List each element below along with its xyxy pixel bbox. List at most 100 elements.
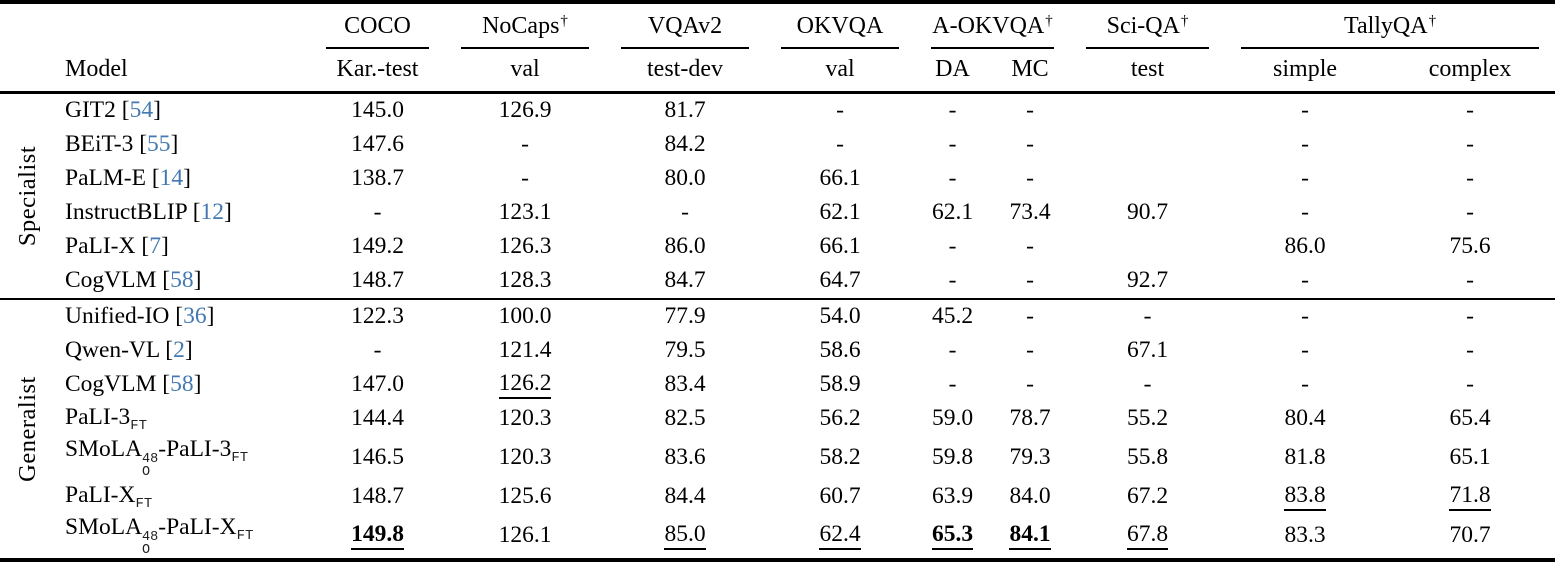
score-value: 100.0 [498,303,552,329]
score-cell: 62.1 [915,196,990,230]
group-header-rule: COCO [326,13,429,49]
score-value: 73.4 [1009,199,1051,225]
header-group-row: COCO NoCaps† VQAv2 OKVQA A-OKVQA† Sci-QA† Tall… [0,2,1555,49]
score-value: - [1026,165,1034,191]
score-cell: 73.4 [990,196,1070,230]
model-name-cell: GIT2 [54] [65,97,161,123]
score-value: 121.4 [498,337,552,363]
score-value: 126.3 [498,233,552,259]
citation-link[interactable]: 36 [183,303,207,329]
score-value: 54.0 [819,303,861,329]
score-cell: - [1225,128,1385,162]
score-cell: - [915,230,990,264]
score-value: - [1026,371,1034,397]
group-header-rule: TallyQA† [1241,13,1540,49]
score-value: - [1026,267,1034,293]
score-value: 83.4 [664,371,706,397]
score-cell: 149.2 [310,230,445,264]
score-value: 126.1 [498,522,552,548]
score-cell: 84.0 [990,480,1070,514]
score-cell: 126.2 [445,368,605,402]
score-value: - [948,233,957,259]
score-value: - [1026,131,1034,157]
section-label-cell: Generalist [0,297,55,560]
citation-link[interactable]: 14 [159,165,184,191]
score-cell: 123.1 [445,196,605,230]
subcol-header-val: val [825,55,855,82]
group-header-label: OKVQA [796,13,884,39]
score-cell: 66.1 [765,230,915,264]
score-value: 83.6 [664,444,706,470]
group-header-label: Sci-QA [1106,13,1180,39]
section-label-cell: Specialist [0,92,55,299]
score-cell: 83.3 [1225,514,1385,560]
score-cell: 59.8 [915,436,990,480]
score-value: - [836,131,844,157]
score-cell: 58.6 [765,334,915,368]
table-header: COCO NoCaps† VQAv2 OKVQA A-OKVQA† Sci-QA† Tall… [0,2,1555,92]
score-value: 126.9 [498,97,552,123]
citation-link[interactable]: 58 [170,371,194,397]
score-value: - [948,371,957,397]
table-row: SMoLA 48 O -PaLI-XFT 149.8 126.1 85.0 62.4 65.3 8… [0,514,1555,560]
score-value: 71.8 [1449,483,1491,511]
score-cell: 79.3 [990,436,1070,480]
score-cell: 126.9 [445,92,605,128]
score-cell: 65.4 [1385,402,1555,436]
score-cell [1070,230,1225,264]
score-cell: 64.7 [765,264,915,299]
score-value: - [1301,199,1309,225]
score-cell: 78.7 [990,402,1070,436]
score-value: 128.3 [498,267,552,293]
score-cell: - [990,264,1070,299]
table-row: PaLI-X [7] 149.2 126.3 86.0 66.1 - - 86.0 75.6 [0,230,1555,264]
group-header-label: COCO [344,13,411,39]
score-value: 86.0 [664,233,706,259]
score-value: - [521,131,529,157]
score-value: - [1026,337,1034,363]
table-row: SMoLA 48 O -PaLI-3FT 146.5 120.3 83.6 58.2 59.8 7… [0,436,1555,480]
score-cell: 84.7 [605,264,765,299]
score-cell: 147.0 [310,368,445,402]
score-value: - [948,267,957,293]
score-value: 147.6 [351,131,404,157]
citation-link[interactable]: 58 [170,267,194,293]
group-header-label: A-OKVQA [932,13,1045,39]
citation-link[interactable]: 54 [129,97,154,123]
score-cell: 84.4 [605,480,765,514]
score-value: - [521,165,529,191]
score-value: 67.8 [1126,522,1169,550]
model-name-cell: SMoLA 48 O -PaLI-XFT [65,513,254,558]
citation-link[interactable]: 55 [147,131,171,157]
model-supsub: 48 O [142,530,158,558]
model-subscript: O [142,465,151,480]
score-value: 120.3 [498,444,552,470]
score-value: 67.1 [1126,337,1169,363]
score-cell: - [445,162,605,196]
score-value: 148.7 [351,267,404,293]
score-cell: 65.3 [915,514,990,560]
citation-link[interactable]: 7 [149,233,161,259]
model-supsub: 48 O [142,452,158,480]
subcol-header-simple: simple [1273,55,1338,82]
citation-link[interactable]: 2 [173,337,185,363]
table-row: PaLI-3FT 144.4 120.3 82.5 56.2 59.0 78.7 55.2 80… [0,402,1555,436]
score-cell: 55.2 [1070,402,1225,436]
header-corner-spacer [0,2,310,49]
score-cell: 84.1 [990,514,1070,560]
score-value: - [1026,233,1034,259]
score-value: 84.2 [664,131,706,157]
score-cell: 120.3 [445,402,605,436]
score-cell: - [915,334,990,368]
score-cell: 81.7 [605,92,765,128]
table-row: Generalist Unified-IO [36] 122.3 100.0 77.9 5… [0,297,1555,560]
score-cell: 45.2 [915,297,990,334]
score-value: 83.3 [1284,522,1326,548]
score-cell: - [1225,334,1385,368]
score-value: 79.3 [1009,444,1051,470]
score-cell: - [915,264,990,299]
score-cell: - [1225,368,1385,402]
score-value: 65.1 [1449,444,1491,470]
citation-link[interactable]: 12 [200,199,225,225]
